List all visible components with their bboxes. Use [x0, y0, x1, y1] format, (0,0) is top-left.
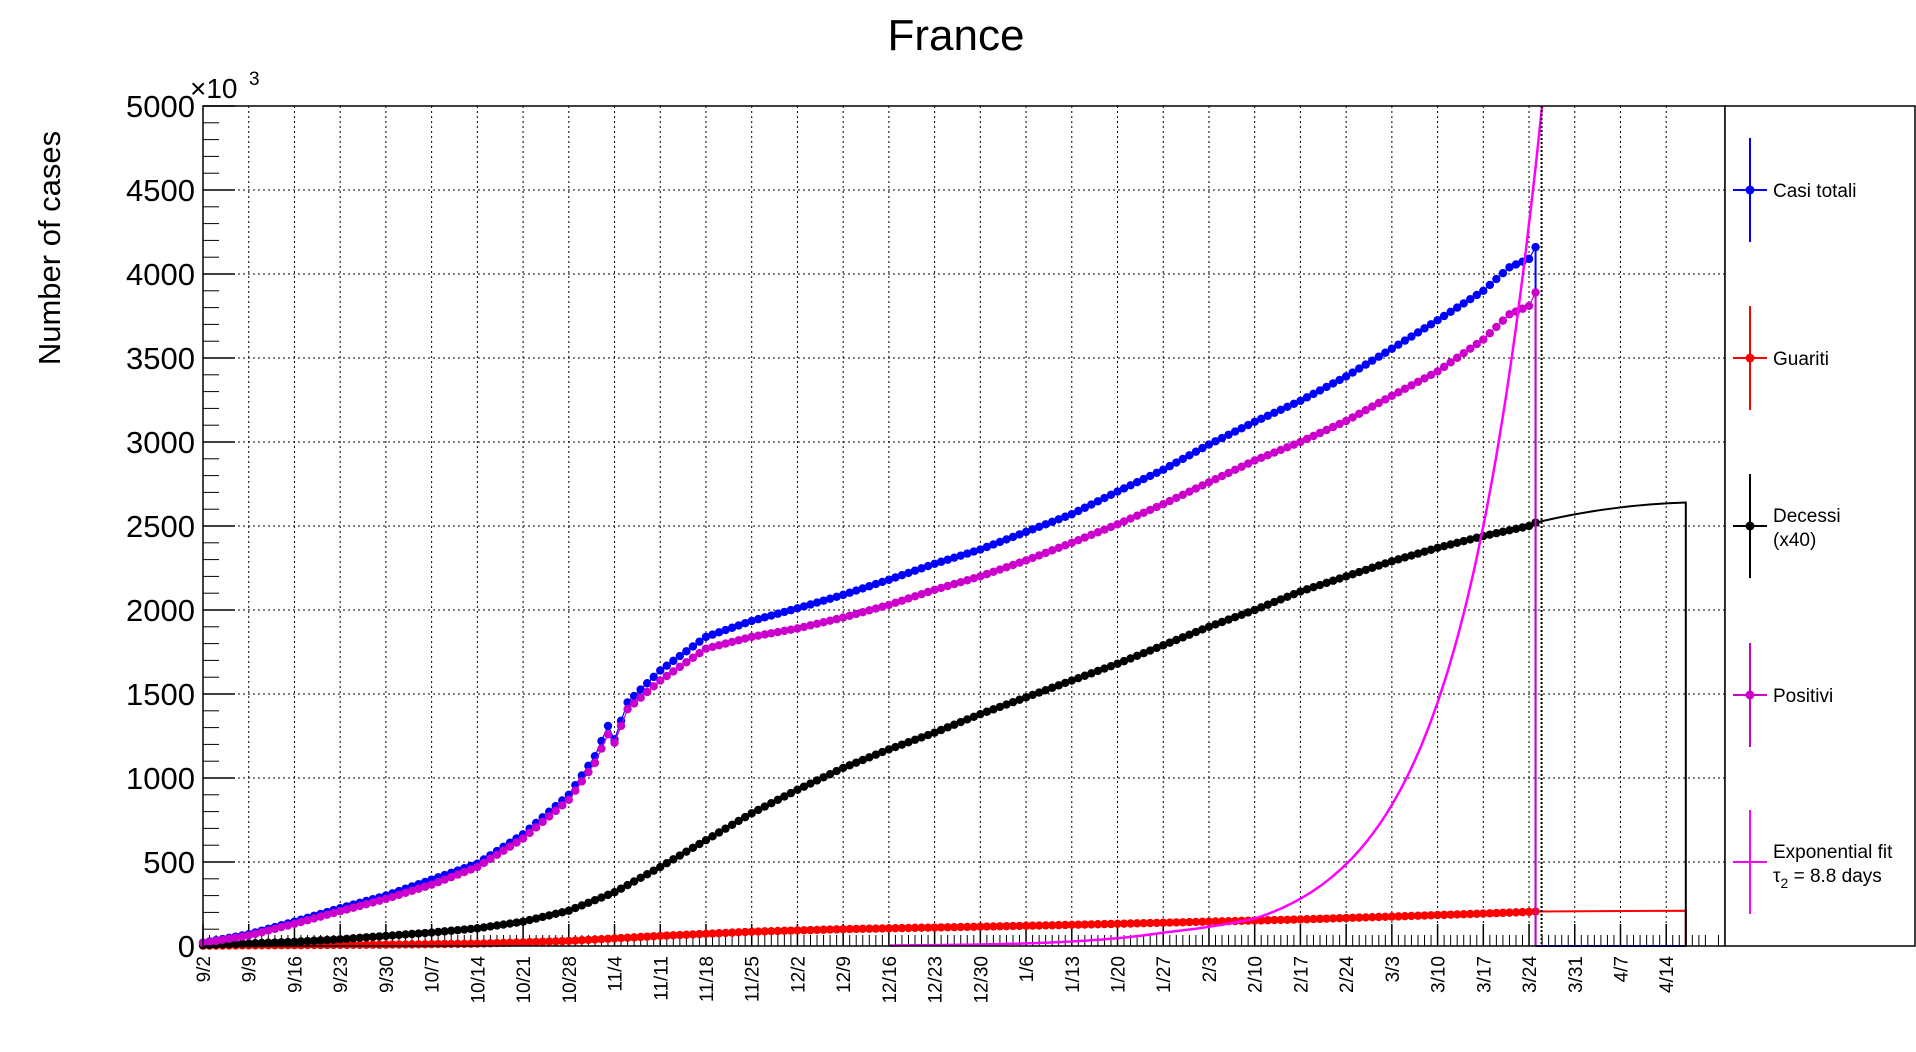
x-tick-label: 10/14: [468, 956, 489, 1004]
y-tick-label: 500: [143, 845, 195, 880]
series-positivi: [198, 288, 1540, 948]
x-tick-label: 9/16: [285, 956, 306, 993]
x-tick-label: 10/7: [423, 956, 444, 993]
x-tick-label: 11/4: [606, 956, 627, 992]
x-tick-label: 4/14: [1657, 956, 1678, 993]
y-multiplier-base: ×10: [190, 73, 238, 104]
y-tick-label: 3500: [126, 341, 195, 376]
legend-label-line2: (x40): [1773, 530, 1816, 551]
x-tick-label: 11/18: [697, 956, 718, 1002]
legend-marker: [1745, 353, 1755, 363]
legend: Casi totali Guariti Decessi (x40) Positivi Ex…: [1724, 105, 1916, 947]
legend-label: Decessi: [1773, 506, 1841, 527]
x-tick-label: 11/11: [651, 956, 672, 1001]
fit-curve: [888, 105, 1544, 947]
y-tick-label: 4000: [126, 257, 195, 292]
series-line: [202, 246, 1537, 944]
x-tick-label: 1/6: [1017, 956, 1038, 982]
x-tick-label: 4/7: [1611, 956, 1632, 982]
x-tick-label: 11/25: [743, 956, 764, 1002]
x-tick-label: 2/10: [1246, 956, 1267, 993]
x-tick-label: 10/21: [514, 956, 535, 1004]
legend-label: Casi totali: [1773, 181, 1856, 202]
y-axis-label: Number of cases: [32, 131, 67, 365]
x-tick-label: 2/3: [1200, 956, 1221, 982]
legend-entry-casi-totali: Casi totali: [1733, 138, 1856, 242]
y-tick-label: 0: [178, 929, 195, 964]
y-axis: 0 500 1000 1500 2000 2500 3000 3500 4000 4500 5000: [126, 89, 235, 964]
legend-marker: [1745, 521, 1755, 531]
x-tick-label: 12/30: [971, 956, 992, 1004]
x-tick-label: 3/10: [1429, 956, 1450, 993]
legend-entry-positivi: Positivi: [1733, 643, 1833, 747]
x-tick-label: 9/30: [377, 956, 398, 993]
x-tick-label: 9/9: [240, 956, 261, 982]
y-tick-label: 2500: [126, 509, 195, 544]
series-line: [202, 911, 1536, 947]
x-tick-label: 12/9: [834, 956, 855, 993]
x-tick-label: 3/3: [1383, 956, 1404, 982]
y-tick-label: 1000: [126, 761, 195, 796]
legend-entry-decessi: Decessi (x40): [1733, 474, 1841, 578]
x-tick-label: 3/31: [1566, 956, 1587, 993]
y-tick-label: 2000: [126, 593, 195, 628]
y-tick-label: 3000: [126, 425, 195, 460]
x-tick-label: 3/24: [1520, 956, 1541, 993]
x-tick-label: 1/20: [1109, 956, 1130, 993]
legend-entry-guariti: Guariti: [1733, 306, 1829, 410]
x-tick-label: 12/16: [880, 956, 901, 1004]
chart-title: France: [888, 11, 1025, 60]
legend-label: Exponential fit: [1773, 842, 1893, 863]
y-tick-label: 1500: [126, 677, 195, 712]
y-multiplier-exponent: 3: [249, 69, 260, 90]
series-line: [202, 292, 1537, 944]
x-tick-label: 9/2: [194, 956, 215, 982]
y-multiplier: ×10 3: [190, 69, 260, 104]
x-tick-label: 9/23: [331, 956, 352, 993]
x-tick-label: 12/2: [788, 956, 809, 993]
x-tick-label: 12/23: [926, 956, 947, 1004]
x-tick-label: 1/27: [1154, 956, 1175, 993]
legend-label: Guariti: [1773, 349, 1829, 370]
series-line: [202, 522, 1536, 946]
x-tick-label: 10/28: [560, 956, 581, 1004]
x-tick-label: 2/24: [1337, 956, 1358, 993]
y-tick-label: 4500: [126, 173, 195, 208]
legend-marker: [1745, 185, 1755, 195]
y-tick-label: 5000: [126, 89, 195, 124]
projection-line: [1535, 501, 1687, 946]
legend-label: Positivi: [1773, 686, 1833, 707]
legend-entry-exponential-fit: Exponential fit τ2 = 8.8 days: [1733, 810, 1893, 914]
series-decessi: [198, 501, 1687, 950]
x-tick-label: 3/17: [1474, 956, 1495, 993]
series-layer: [198, 105, 1687, 950]
x-tick-label: 1/13: [1063, 956, 1084, 993]
x-tick-label: 2/17: [1291, 956, 1312, 993]
series-exponential-fit: [888, 105, 1544, 947]
legend-marker: [1745, 690, 1755, 700]
data-point: [1531, 288, 1540, 297]
legend-label-line2: τ2 = 8.8 days: [1773, 866, 1882, 891]
